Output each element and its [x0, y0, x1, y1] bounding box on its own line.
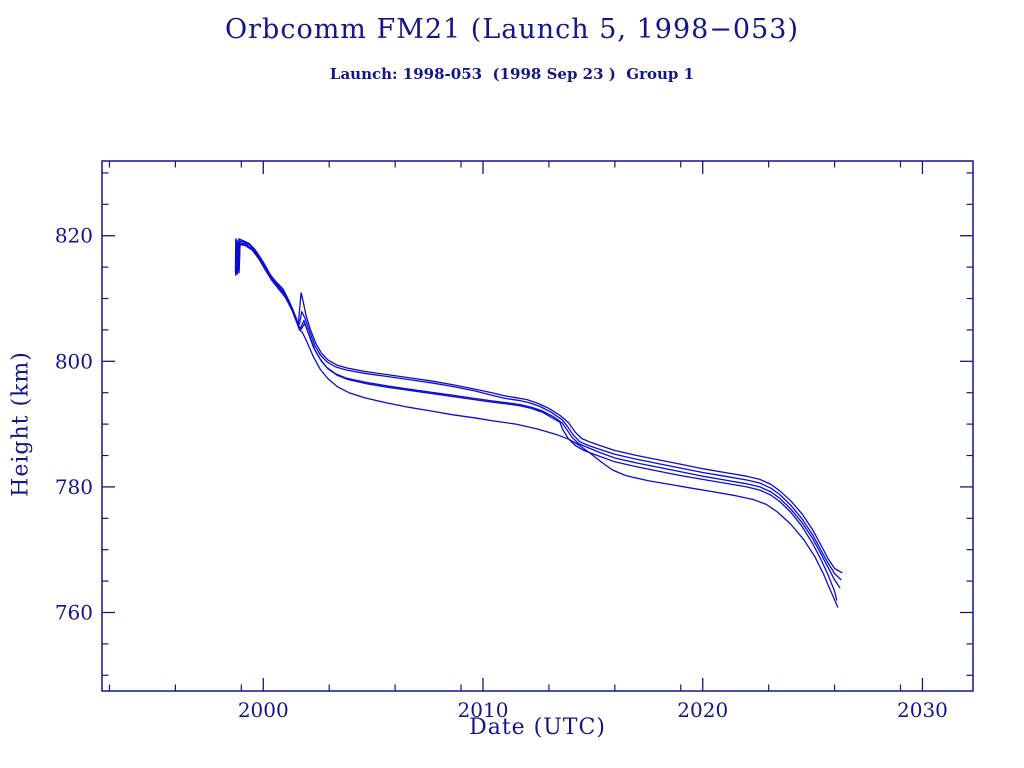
height-curve-5 — [235, 243, 839, 608]
y-tick-label: 820 — [55, 224, 93, 248]
height-curve-2 — [234, 240, 842, 581]
plot-frame — [101, 160, 974, 692]
x-tick-label: 2020 — [677, 698, 728, 722]
x-axis-title: Date (UTC) — [469, 715, 606, 740]
y-tick-label: 760 — [55, 601, 93, 625]
y-tick-label: 780 — [55, 475, 93, 499]
x-tick-label: 2010 — [458, 698, 509, 722]
height-curve-3 — [234, 241, 841, 589]
x-tick-label: 2000 — [238, 698, 289, 722]
chart-title: Orbcomm FM21 (Launch 5, 1998−053) — [225, 14, 799, 45]
x-tick-label: 2030 — [897, 698, 948, 722]
y-tick-label: 800 — [55, 349, 93, 373]
height-curve-4 — [235, 241, 838, 601]
chart-subtitle: Launch: 1998-053 (1998 Sep 23 ) Group 1 — [329, 65, 695, 83]
